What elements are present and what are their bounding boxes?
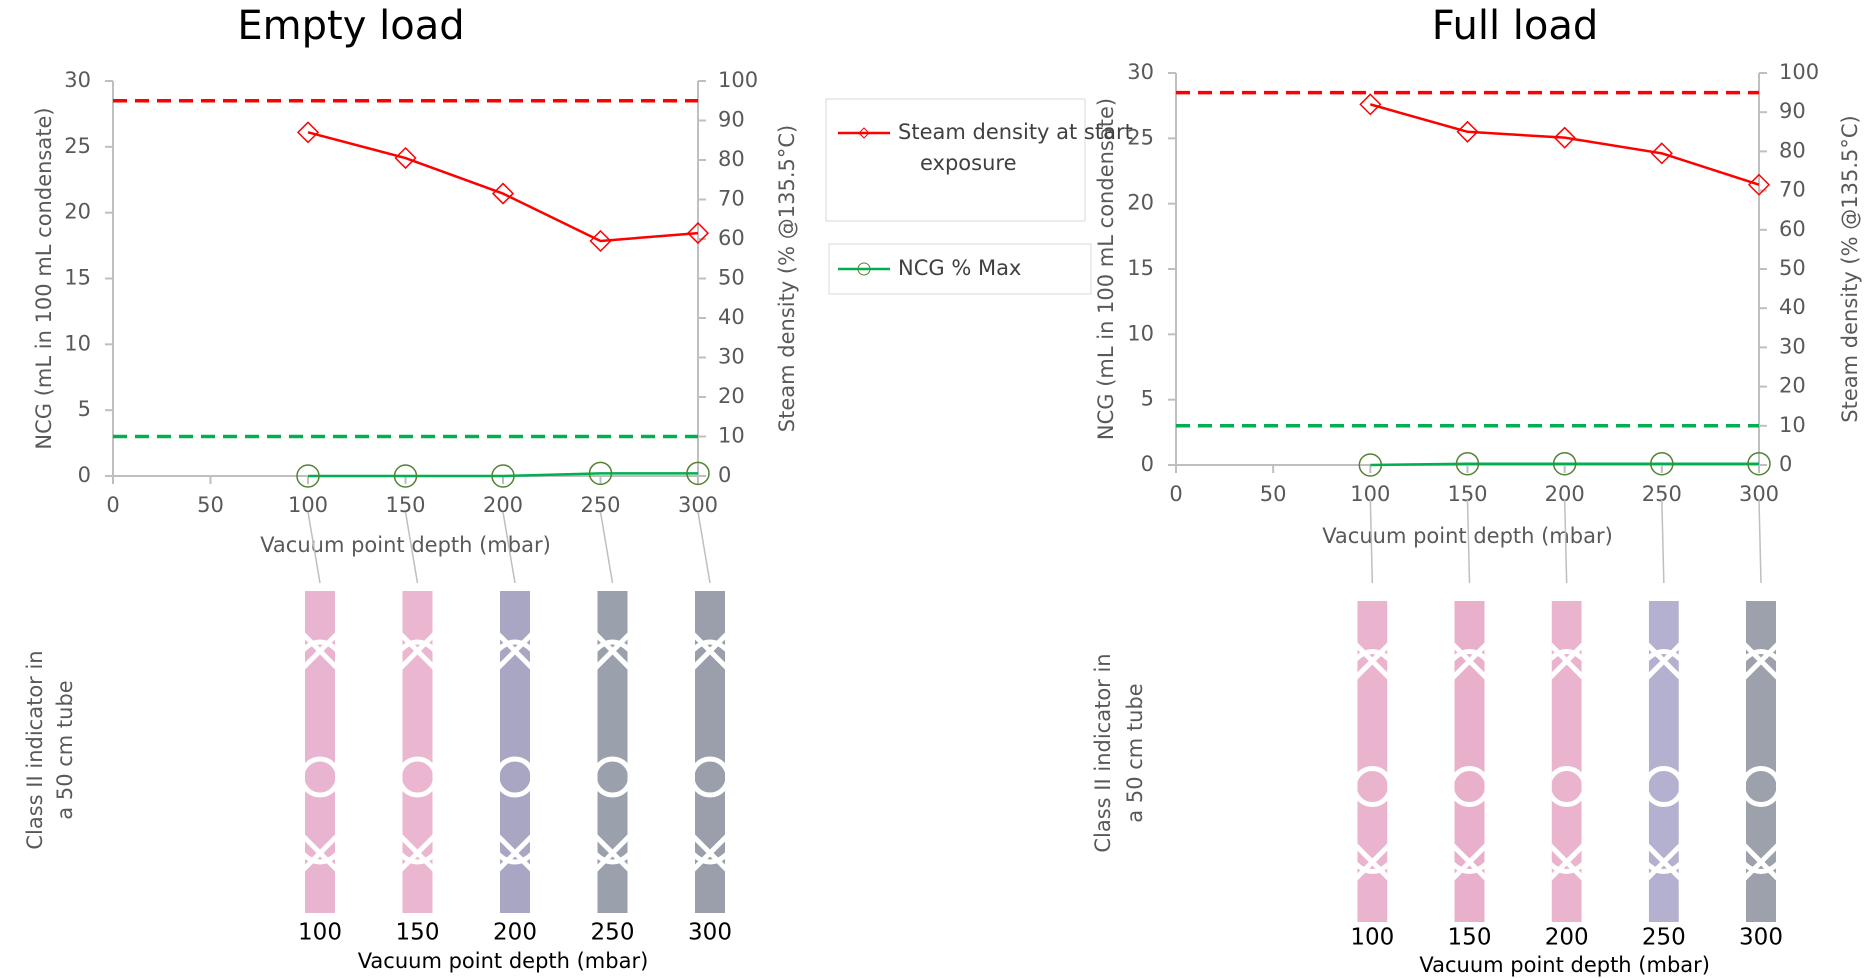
y2-tick-label: 0 [718,463,731,487]
y2-tick-label: 90 [1779,99,1806,123]
y2-tick-label: 100 [718,68,758,92]
indicator-strip [373,591,463,913]
y2-tick-label: 60 [718,226,745,250]
y-tick-label: 20 [64,200,91,224]
series-line [308,132,698,241]
y2-tick-label: 30 [1779,334,1806,358]
indicator-strip [665,591,755,913]
y2-tick-label: 10 [718,424,745,448]
leader-line [1759,500,1761,583]
strip-side-label: Class II indicator in [1091,653,1115,852]
y2-tick-label: 10 [1779,413,1806,437]
strip-axis-title: Vacuum point depth (mbar) [1419,953,1710,977]
leader-line [601,512,613,583]
chart-title: Full load [1432,3,1599,49]
indicator-strip [1619,601,1709,922]
y-tick-label: 25 [64,134,91,158]
strip-side-label: Class II indicator in [23,650,47,849]
y-tick-label: 30 [64,68,91,92]
strip-label: 250 [1642,925,1686,951]
series-line [1370,104,1759,184]
y-axis-title: NCG (mL in 100 mL condensate) [1094,98,1118,440]
leader-line [698,512,710,583]
strip-label: 250 [591,920,635,946]
leader-line [1662,500,1664,583]
y-tick-label: 10 [1127,321,1154,345]
figure: Empty load051015202530010203040506070809… [0,0,1865,978]
y-tick-label: 5 [78,397,91,421]
y-tick-label: 20 [1127,191,1154,215]
y2-tick-label: 80 [718,147,745,171]
y2-tick-label: 100 [1779,60,1819,84]
strip-label: 200 [1545,925,1589,951]
y-tick-label: 15 [64,266,91,290]
y-tick-label: 15 [1127,256,1154,280]
series-line [1370,464,1759,465]
indicator-strip [1716,601,1806,922]
strip-label: 200 [493,920,537,946]
indicator-strip [1425,601,1515,922]
strip-side-label: a 50 cm tube [53,680,77,819]
strip-label: 100 [1350,925,1394,951]
leader-line [1565,500,1567,583]
y2-tick-label: 20 [718,384,745,408]
y-tick-label: 30 [1127,60,1154,84]
indicator-strip [568,591,658,913]
y2-tick-label: 60 [1779,217,1806,241]
y2-axis-title: Steam density (% @135.5°C) [775,125,799,432]
indicator-strip [1522,601,1612,922]
y2-tick-label: 0 [1779,452,1792,476]
strip-side-label: a 50 cm tube [1123,683,1147,822]
y-tick-label: 10 [64,331,91,355]
y2-tick-label: 20 [1779,374,1806,398]
strip-axis-title: Vacuum point depth (mbar) [358,949,649,973]
strip-label: 300 [688,920,732,946]
x-tick-label: 0 [106,493,119,517]
y2-tick-label: 40 [718,305,745,329]
indicator-strip [275,591,365,913]
y2-tick-label: 50 [718,266,745,290]
indicator-strip [470,591,560,913]
strip-label: 100 [298,920,342,946]
y2-tick-label: 30 [718,345,745,369]
x-tick-label: 50 [197,493,224,517]
legend-label: NCG % Max [898,256,1021,280]
x-tick-label: 0 [1169,482,1182,506]
y-tick-label: 0 [1141,452,1154,476]
y-tick-label: 0 [78,463,91,487]
indicator-strip [1327,601,1417,922]
y2-tick-label: 70 [718,187,745,211]
y2-tick-label: 80 [1779,138,1806,162]
strip-label: 150 [1448,925,1492,951]
y-tick-label: 5 [1141,387,1154,411]
y2-axis-title: Steam density (% @135.5°C) [1838,115,1862,422]
y2-tick-label: 90 [718,108,745,132]
strip-label: 300 [1739,925,1783,951]
leader-line [1370,500,1372,583]
leader-line [1468,500,1470,583]
y2-tick-label: 50 [1779,256,1806,280]
y2-tick-label: 70 [1779,178,1806,202]
y2-tick-label: 40 [1779,295,1806,319]
x-tick-label: 50 [1260,482,1287,506]
y-axis-title: NCG (mL in 100 mL condensate) [32,107,56,449]
chart-title: Empty load [237,3,464,49]
strip-label: 150 [396,920,440,946]
